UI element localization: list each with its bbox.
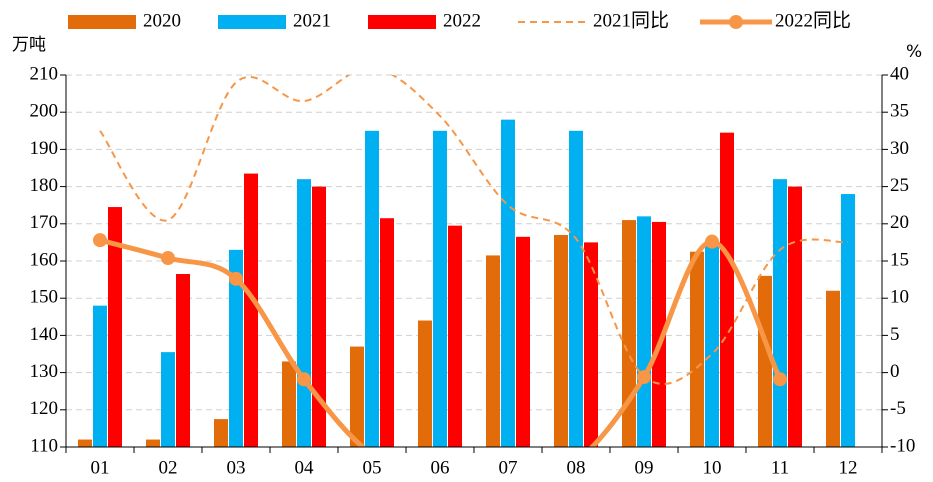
bar: [448, 225, 462, 447]
bar: [554, 234, 568, 447]
y2-axis-label: %: [906, 42, 922, 62]
x-tick-label: 08: [567, 457, 586, 478]
y-tick-label: 150: [30, 287, 59, 308]
y2-tick-label: 15: [890, 249, 909, 270]
x-tick-label: 01: [91, 457, 110, 478]
legend-label: 2021: [293, 10, 331, 31]
bar: [229, 249, 243, 447]
x-tick-label: 11: [771, 457, 789, 478]
bar: [93, 305, 107, 447]
y-tick-label: 120: [30, 398, 59, 419]
bar: [244, 173, 258, 447]
bar: [350, 346, 364, 447]
line-marker: [229, 271, 243, 286]
line-marker: [705, 234, 719, 249]
y2-tick-label: 35: [890, 101, 909, 122]
bar: [486, 255, 500, 447]
bar: [365, 130, 379, 448]
x-tick-label: 07: [499, 457, 518, 478]
y-tick-label: 160: [30, 249, 59, 270]
bar: [176, 274, 190, 447]
bar: [380, 218, 394, 447]
legend-label: 2022同比: [775, 9, 851, 31]
y-tick-label: 170: [30, 212, 59, 233]
y-tick-label: 110: [30, 435, 58, 456]
bar: [841, 194, 855, 447]
line-marker: [773, 372, 787, 387]
y-tick-label: 140: [30, 324, 59, 345]
x-tick-label: 12: [839, 457, 858, 478]
bar: [433, 130, 447, 448]
bar: [758, 275, 772, 447]
x-tick-label: 03: [227, 457, 246, 478]
bar: [161, 352, 175, 447]
y2-tick-label: 5: [890, 324, 900, 345]
bar: [788, 186, 802, 447]
x-tick-label: 09: [635, 457, 654, 478]
line-marker: [637, 370, 651, 385]
y2-tick-label: 30: [890, 138, 909, 159]
y-tick-label: 130: [30, 361, 59, 382]
x-tick-label: 05: [363, 457, 382, 478]
x-tick-label: 06: [431, 457, 450, 478]
bar: [637, 216, 651, 447]
line-marker: [297, 372, 311, 387]
bar: [690, 251, 704, 447]
y2-tick-label: 20: [890, 212, 909, 233]
y-tick-label: 200: [30, 101, 59, 122]
bar: [516, 236, 530, 447]
bar: [584, 242, 598, 447]
bar: [214, 419, 228, 447]
legend-label: 2020: [143, 10, 181, 31]
x-tick-label: 02: [159, 457, 178, 478]
x-tick-label: 10: [703, 457, 722, 478]
bar: [826, 290, 840, 447]
lines: [93, 75, 849, 447]
bar: [108, 207, 122, 447]
legend: 2020 2021 2022 2021同比 2022同比: [68, 9, 851, 31]
y2-tick-label: 40: [890, 63, 909, 84]
line-marker: [93, 233, 107, 248]
bar: [652, 221, 666, 447]
legend-label: 2022: [443, 10, 481, 31]
y-tick-label: 190: [30, 138, 59, 159]
bar: [622, 220, 636, 447]
y2-tick-label: 10: [890, 287, 909, 308]
y2-tick-label: -5: [890, 398, 906, 419]
legend-swatch: [218, 15, 286, 29]
bar: [569, 130, 583, 448]
y2-tick-label: -10: [890, 435, 915, 456]
bar: [312, 186, 326, 447]
bar: [501, 119, 515, 447]
y2-tick-label: 25: [890, 175, 909, 196]
y-axis-label: 万吨: [12, 35, 46, 55]
bar: [720, 132, 734, 447]
bar: [78, 439, 92, 447]
axes: 110120130140150160170180190200210-10-505…: [30, 63, 916, 478]
y-tick-label: 210: [30, 63, 59, 84]
line-marker: [161, 251, 175, 266]
bar: [418, 320, 432, 447]
bar: [297, 179, 311, 447]
legend-marker: [729, 15, 743, 29]
bar: [146, 439, 160, 447]
legend-swatch: [368, 15, 436, 29]
bar: [282, 361, 296, 447]
bars: [78, 119, 855, 448]
legend-swatch: [68, 15, 136, 29]
line: [99, 75, 849, 385]
bar: [773, 179, 787, 447]
y-tick-label: 180: [30, 175, 59, 196]
y2-tick-label: 0: [890, 361, 900, 382]
legend-label: 2021同比: [593, 9, 669, 31]
bar: [705, 242, 719, 447]
x-tick-label: 04: [295, 457, 315, 478]
